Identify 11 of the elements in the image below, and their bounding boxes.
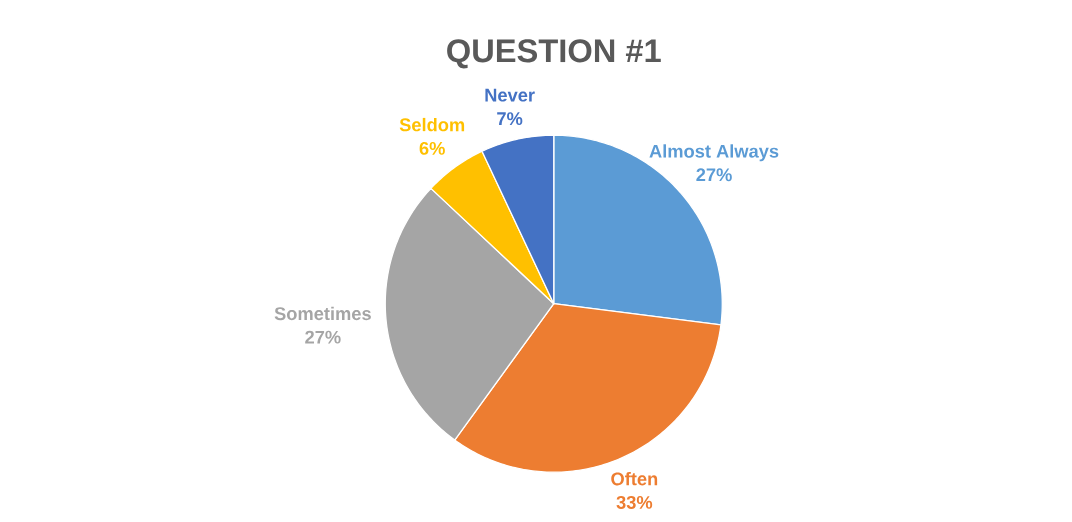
data-label: 27% (696, 168, 732, 182)
slice-label: Often (611, 471, 658, 486)
chart-title: QUESTION #1 (447, 39, 661, 69)
slice-label: Sometimes (274, 306, 371, 321)
data-label: 6% (419, 141, 445, 155)
slice-label: Never (485, 88, 535, 102)
data-label: 27% (305, 330, 341, 344)
slice-label: Almost Always (649, 144, 779, 162)
data-label: 33% (616, 495, 653, 509)
slice-label: Seldom (399, 117, 465, 132)
data-label: 7% (497, 112, 523, 126)
